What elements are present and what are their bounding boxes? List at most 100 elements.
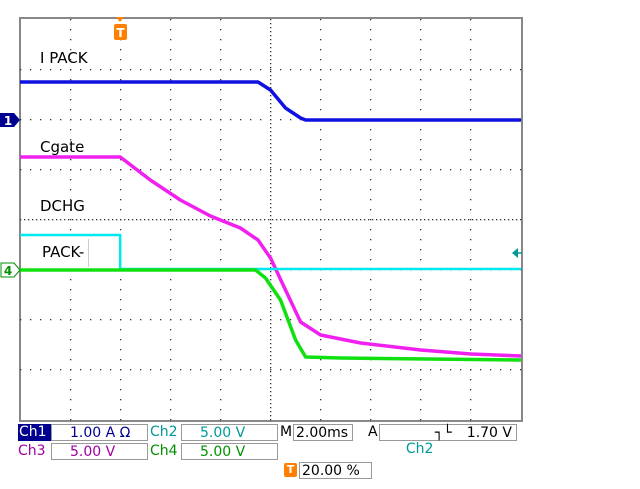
grid-dot: [380, 319, 382, 321]
grid-dot: [270, 123, 272, 125]
grid-dot: [92, 219, 94, 221]
timebase[interactable]: 2.00ms: [293, 424, 353, 441]
grid-dot: [192, 219, 194, 221]
grid-dot: [120, 349, 122, 351]
grid-dot: [470, 279, 472, 281]
grid-dot: [100, 169, 102, 171]
grid-dot: [320, 219, 322, 221]
grid-dot: [200, 219, 202, 221]
grid-dot: [44, 219, 46, 221]
grid-dot: [260, 69, 262, 71]
grid-dot: [70, 169, 72, 171]
grid-dot: [350, 169, 352, 171]
grid-dot: [230, 119, 232, 121]
ch4-label[interactable]: Ch4: [150, 443, 178, 459]
grid-dot: [450, 169, 452, 171]
grid-dot: [128, 219, 130, 221]
grid-dot: [220, 199, 222, 201]
grid-dot: [312, 219, 314, 221]
ch2-scale[interactable]: 5.00 V: [181, 424, 278, 441]
grid-dot: [270, 355, 272, 357]
grid-dot: [170, 409, 172, 411]
grid-dot: [270, 19, 272, 21]
grid-dot: [276, 219, 278, 221]
grid-dot: [112, 219, 114, 221]
grid-dot: [320, 399, 322, 401]
trigger-level-marker[interactable]: [512, 248, 522, 258]
grid-dot: [80, 119, 82, 121]
grid-dot: [270, 303, 272, 305]
grid-dot: [368, 219, 370, 221]
grid-dot: [270, 387, 272, 389]
grid-dot: [460, 369, 462, 371]
grid-dot: [420, 389, 422, 391]
ch3-label[interactable]: Ch3: [18, 443, 46, 459]
grid-dot: [250, 69, 252, 71]
grid-dot: [220, 99, 222, 101]
grid-dot: [420, 289, 422, 291]
grid-dot: [170, 299, 172, 301]
grid-dot: [220, 209, 222, 211]
grid-dot: [70, 329, 72, 331]
grid-dot: [508, 219, 510, 221]
grid-dot: [270, 207, 272, 209]
grid-dot: [270, 351, 272, 353]
grid-dot: [490, 369, 492, 371]
grid-dot: [188, 219, 190, 221]
grid-dot: [56, 219, 58, 221]
trigger-position-marker[interactable]: T: [114, 17, 127, 40]
grid-dot: [340, 319, 342, 321]
ch4-scale[interactable]: 5.00 V: [181, 443, 278, 460]
grid-dot: [300, 69, 302, 71]
grid-dot: [470, 399, 472, 401]
grid-dot: [170, 79, 172, 81]
grid-dot: [420, 279, 422, 281]
grid-dot: [180, 319, 182, 321]
grid-dot: [240, 169, 242, 171]
grid-dot: [120, 419, 122, 421]
grid-dot: [320, 169, 322, 171]
grid-dot: [470, 129, 472, 131]
grid-dot: [470, 339, 472, 341]
grid-dot: [270, 267, 272, 269]
grid-dot: [370, 319, 372, 321]
grid-dot: [170, 329, 172, 331]
ch1-ground-marker[interactable]: 1: [0, 113, 20, 128]
trigger-source[interactable]: Ch2 ┐└ 1.70 V: [379, 424, 517, 457]
grid-dot: [88, 219, 90, 221]
grid-dot: [150, 369, 152, 371]
trigger-position[interactable]: 20.00 %: [299, 462, 372, 479]
grid-dot: [30, 169, 32, 171]
grid-dot: [270, 55, 272, 57]
grid-dot: [430, 369, 432, 371]
grid-dot: [270, 347, 272, 349]
grid-dot: [492, 219, 494, 221]
ch1-scale[interactable]: 1.00 A Ω: [51, 424, 148, 441]
grid-dot: [120, 49, 122, 51]
grid-dot: [320, 29, 322, 31]
grid-dot: [170, 399, 172, 401]
grid-dot: [440, 369, 442, 371]
grid-dot: [120, 69, 122, 71]
grid-dot: [370, 49, 372, 51]
grid-dot: [130, 69, 132, 71]
grid-dot: [350, 369, 352, 371]
ch3-scale[interactable]: 5.00 V: [51, 443, 148, 460]
ch1-label[interactable]: Ch1: [18, 424, 51, 441]
grid-dot: [370, 169, 372, 171]
grid-dot: [370, 59, 372, 61]
grid-dot: [290, 169, 292, 171]
grid-dot: [370, 249, 372, 251]
grid-dot: [270, 63, 272, 65]
ch2-label[interactable]: Ch2: [150, 424, 178, 440]
grid-dot: [220, 299, 222, 301]
grid-dot: [270, 143, 272, 145]
grid-dot: [250, 119, 252, 121]
grid-dot: [420, 339, 422, 341]
grid-dot: [252, 219, 254, 221]
grid-dot: [212, 219, 214, 221]
grid-dot: [140, 69, 142, 71]
ch4-ground-marker[interactable]: 4: [0, 262, 21, 278]
grid-dot: [140, 119, 142, 121]
grid-dot: [20, 119, 22, 121]
